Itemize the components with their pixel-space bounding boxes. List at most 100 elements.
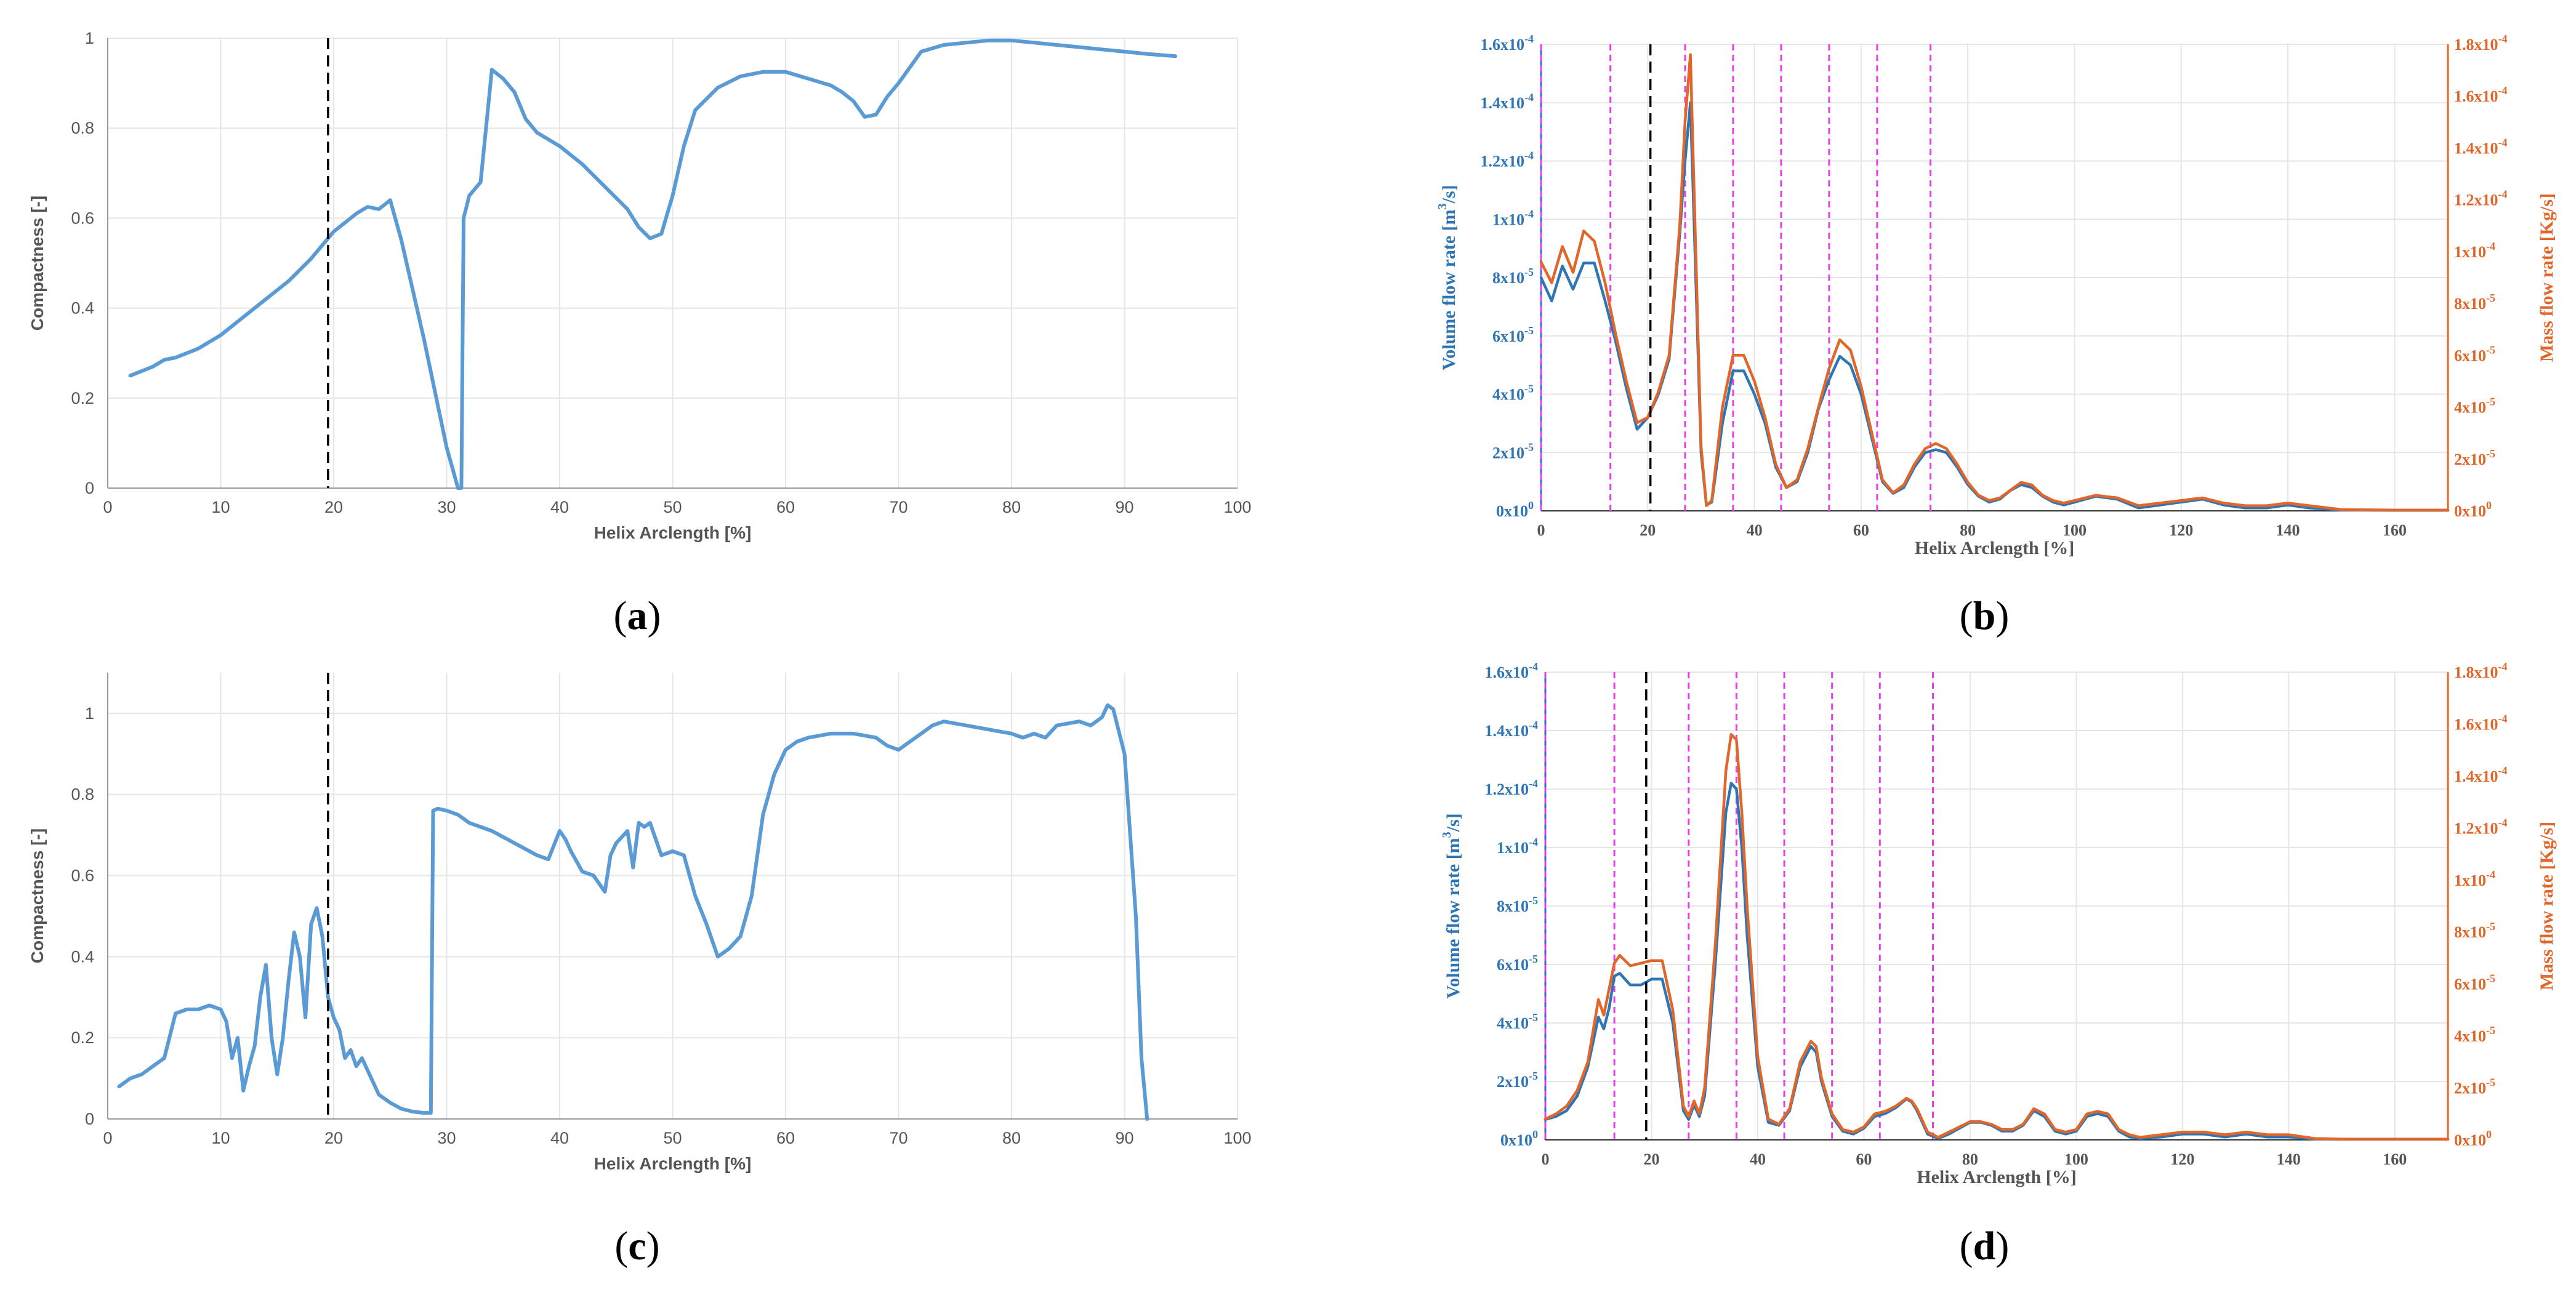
x-tick-label-6: 60: [776, 1129, 795, 1147]
y-tick-label-7: 1.4x10-4: [1485, 719, 1539, 740]
x-tick-label-6: 60: [776, 498, 795, 516]
y-axis-label: Volume flow rate [m3/s]: [1436, 185, 1459, 370]
x-tick-label-2: 20: [324, 498, 343, 516]
y-axis-label-right: Mass flow rate [Kg/s]: [2537, 822, 2557, 990]
x-tick-label-5: 100: [2064, 1150, 2088, 1168]
series-line-0: [117, 703, 1149, 1121]
x-axis-label: Helix Arclength [%]: [1915, 538, 2074, 558]
x-tick-label-2: 40: [1750, 1150, 1766, 1168]
x-axis-label: Helix Arclength [%]: [594, 523, 752, 542]
y-tick-label-0: 0: [85, 1110, 94, 1128]
y-tick-label-1: 0.2: [71, 389, 94, 407]
y-tick-label-3: 0.6: [71, 209, 94, 227]
y-tick-label-3: 6x10-5: [1492, 324, 1534, 345]
y-right-tick-label-5: 1x10-4: [2454, 240, 2495, 261]
x-tick-label-1: 10: [211, 498, 230, 516]
y-tick-label-1: 2x10-5: [1497, 1070, 1538, 1091]
y-axis-label: Compactness [-]: [28, 196, 47, 331]
y-tick-label-8: 1.6x10-4: [1485, 660, 1539, 681]
y-right-tick-label-0: 0x100: [2454, 1128, 2492, 1149]
x-tick-label-0: 0: [103, 498, 112, 516]
y-right-tick-label-6: 1.2x10-4: [2454, 188, 2508, 209]
x-tick-label-8: 160: [2383, 521, 2407, 539]
y-tick-label-2: 0.4: [71, 947, 94, 966]
y-right-tick-label-3: 6x10-5: [2454, 343, 2495, 364]
x-tick-label-4: 40: [550, 498, 569, 516]
caption-a: (a): [614, 593, 661, 638]
x-tick-label-0: 0: [1542, 1150, 1550, 1168]
y-tick-label-1: 2x10-5: [1492, 441, 1534, 462]
x-tick-label-8: 160: [2383, 1150, 2407, 1168]
y-tick-label-4: 8x10-5: [1492, 266, 1534, 287]
x-tick-label-2: 20: [324, 1129, 343, 1147]
y-right-tick-label-2: 4x10-5: [2454, 1024, 2495, 1045]
y-tick-label-0: 0x100: [1496, 499, 1534, 520]
y-tick-label-4: 0.8: [71, 119, 94, 137]
y-tick-label-4: 0.8: [71, 785, 94, 804]
y-axis-label: Volume flow rate [m3/s]: [1440, 813, 1463, 998]
x-tick-label-3: 60: [1853, 521, 1869, 539]
x-tick-label-3: 30: [437, 498, 456, 516]
y-right-tick-label-2: 4x10-5: [2454, 396, 2495, 417]
x-tick-label-7: 70: [889, 1129, 908, 1147]
x-tick-label-8: 80: [1002, 498, 1021, 516]
y-tick-label-0: 0: [85, 479, 94, 497]
x-tick-label-2: 40: [1747, 521, 1763, 539]
y-right-tick-label-9: 1.8x10-4: [2454, 660, 2508, 681]
x-tick-label-5: 50: [663, 1129, 682, 1147]
series-line-volume-flow-rate: [1539, 101, 2450, 512]
x-tick-label-4: 40: [550, 1129, 569, 1147]
x-tick-label-9: 90: [1115, 1129, 1133, 1147]
x-tick-label-10: 100: [1223, 1129, 1251, 1147]
x-tick-label-3: 30: [437, 1129, 456, 1147]
y-right-tick-label-7: 1.4x10-4: [2454, 764, 2508, 785]
y-tick-label-8: 1.6x10-4: [1481, 33, 1534, 54]
series-line-mass-flow-rate: [1539, 53, 2450, 511]
y-tick-label-2: 4x10-5: [1492, 383, 1534, 404]
chart-d: 0 20 40 60 80 100 120 140 160 0x100 2x10-5 4x10-5 6x…: [1440, 660, 2557, 1187]
y-right-tick-label-9: 1.8x10-4: [2454, 33, 2508, 54]
chart-a: 0 10 20 30 40 50 60 70 80 90 100 0 0.2 0.4 0.6 0.8 1 Heli…: [28, 29, 1252, 542]
y-axis-label: Compactness [-]: [28, 828, 47, 963]
y-tick-label-5: 1x10-4: [1492, 207, 1534, 228]
y-tick-label-5: 1: [85, 704, 94, 723]
x-tick-label-1: 20: [1640, 521, 1656, 539]
x-tick-label-5: 50: [663, 498, 682, 516]
y-right-tick-label-8: 1.6x10-4: [2454, 712, 2508, 733]
x-axis-label: Helix Arclength [%]: [594, 1154, 752, 1173]
y-tick-label-3: 6x10-5: [1497, 953, 1538, 974]
series-line-mass-flow-rate: [1544, 733, 2450, 1141]
chart-c: 0 10 20 30 40 50 60 70 80 90 100 0 0.2 0.4 0.6 0.8 1 Heli…: [28, 673, 1252, 1173]
x-tick-label-5: 100: [2063, 521, 2087, 539]
y-tick-label-2: 0.4: [71, 299, 94, 318]
y-tick-label-0: 0x100: [1500, 1128, 1538, 1149]
y-tick-label-3: 0.6: [71, 867, 94, 885]
y-tick-label-5: 1x10-4: [1497, 836, 1538, 857]
x-tick-label-6: 120: [2169, 521, 2193, 539]
x-tick-label-4: 80: [1960, 521, 1976, 539]
y-right-tick-label-1: 2x10-5: [2454, 447, 2495, 468]
y-tick-label-6: 1.2x10-4: [1481, 150, 1534, 170]
series-line-0: [128, 38, 1178, 490]
y-right-tick-label-7: 1.4x10-4: [2454, 136, 2508, 157]
x-tick-label-10: 100: [1223, 498, 1251, 516]
y-tick-label-4: 8x10-5: [1497, 894, 1538, 915]
y-tick-label-7: 1.4x10-4: [1481, 91, 1534, 112]
y-right-tick-label-4: 8x10-5: [2454, 292, 2495, 313]
y-right-tick-label-1: 2x10-5: [2454, 1076, 2495, 1097]
caption-d: (d): [1960, 1224, 2010, 1269]
x-tick-label-9: 90: [1115, 498, 1133, 516]
y-tick-label-1: 0.2: [71, 1028, 94, 1047]
x-tick-label-3: 60: [1856, 1150, 1872, 1168]
y-right-tick-label-0: 0x100: [2454, 499, 2492, 520]
y-right-tick-label-3: 6x10-5: [2454, 972, 2495, 993]
y-right-tick-label-5: 1x10-4: [2454, 868, 2495, 889]
x-tick-label-6: 120: [2170, 1150, 2194, 1168]
caption-b: (b): [1960, 593, 2010, 638]
y-tick-label-6: 1.2x10-4: [1485, 777, 1539, 798]
y-axis-label-right: Mass flow rate [Kg/s]: [2537, 193, 2557, 362]
x-tick-label-7: 140: [2277, 1150, 2301, 1168]
x-tick-label-0: 0: [1537, 521, 1545, 539]
chart-b: 0 20 40 60 80 100 120 140 160 0x100 2x10-5 4x10-5 6x…: [1436, 33, 2557, 558]
